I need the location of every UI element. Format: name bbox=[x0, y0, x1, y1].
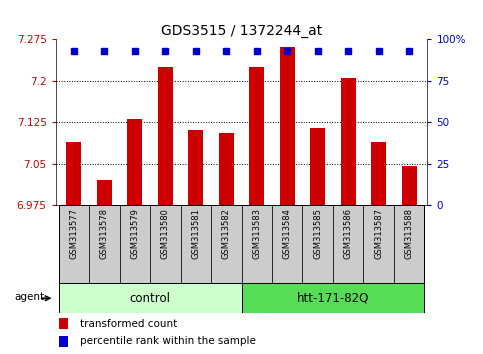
Bar bbox=[280, 47, 295, 205]
Text: GSM313586: GSM313586 bbox=[344, 208, 353, 259]
Bar bbox=[242, 205, 272, 283]
Text: GSM313584: GSM313584 bbox=[283, 208, 292, 258]
Bar bbox=[249, 67, 264, 205]
Text: control: control bbox=[129, 292, 170, 305]
Text: htt-171-82Q: htt-171-82Q bbox=[297, 292, 369, 305]
Bar bbox=[302, 205, 333, 283]
Bar bbox=[120, 205, 150, 283]
Bar bbox=[341, 78, 356, 205]
Bar bbox=[59, 336, 68, 347]
Text: GSM313583: GSM313583 bbox=[252, 208, 261, 259]
Text: GSM313581: GSM313581 bbox=[191, 208, 200, 258]
Text: percentile rank within the sample: percentile rank within the sample bbox=[80, 336, 256, 346]
Bar bbox=[58, 205, 89, 283]
Bar bbox=[219, 133, 234, 205]
Text: GSM313577: GSM313577 bbox=[70, 208, 78, 259]
Bar bbox=[59, 318, 68, 329]
Bar bbox=[242, 283, 425, 313]
Bar bbox=[89, 205, 120, 283]
Bar bbox=[181, 205, 211, 283]
Text: GSM313582: GSM313582 bbox=[222, 208, 231, 258]
Text: GSM313585: GSM313585 bbox=[313, 208, 322, 258]
Text: GSM313580: GSM313580 bbox=[161, 208, 170, 258]
Bar bbox=[157, 67, 173, 205]
Text: transformed count: transformed count bbox=[80, 319, 177, 329]
Text: GSM313578: GSM313578 bbox=[100, 208, 109, 259]
Bar bbox=[333, 205, 363, 283]
Bar bbox=[371, 142, 386, 205]
Text: agent: agent bbox=[14, 292, 44, 302]
Bar bbox=[401, 166, 417, 205]
Text: GSM313579: GSM313579 bbox=[130, 208, 139, 258]
Bar bbox=[363, 205, 394, 283]
Bar bbox=[127, 119, 142, 205]
Title: GDS3515 / 1372244_at: GDS3515 / 1372244_at bbox=[161, 24, 322, 38]
Bar bbox=[66, 142, 82, 205]
Bar bbox=[211, 205, 242, 283]
Bar bbox=[97, 181, 112, 205]
Bar bbox=[58, 283, 242, 313]
Text: GSM313588: GSM313588 bbox=[405, 208, 413, 259]
Bar bbox=[150, 205, 181, 283]
Text: GSM313587: GSM313587 bbox=[374, 208, 383, 259]
Bar bbox=[272, 205, 302, 283]
Bar bbox=[310, 128, 326, 205]
Bar bbox=[188, 130, 203, 205]
Bar bbox=[394, 205, 425, 283]
